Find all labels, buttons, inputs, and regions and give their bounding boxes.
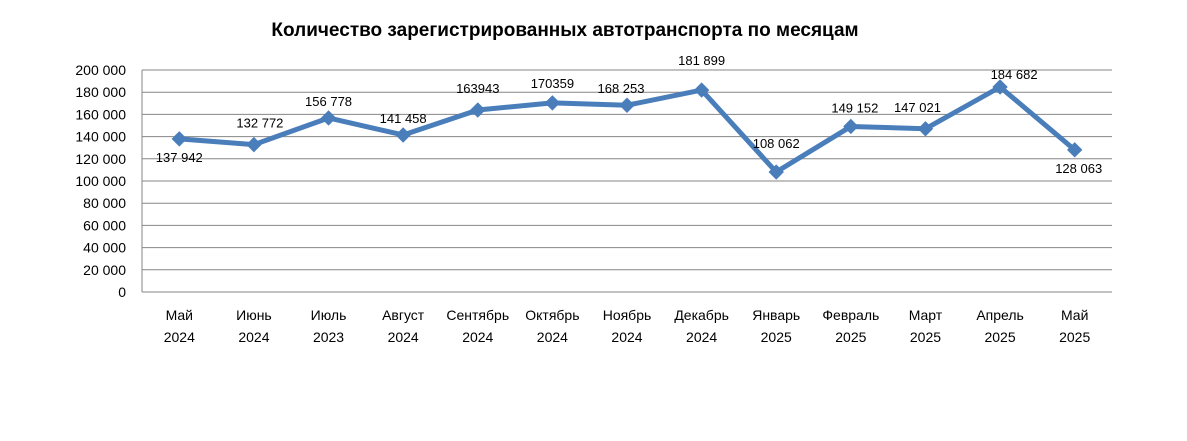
x-tick-label: Май 2024	[164, 307, 195, 345]
data-point	[693, 82, 710, 98]
y-tick-label: 60 000	[83, 217, 126, 233]
data-label: 108 062	[753, 136, 800, 151]
grid-lines	[141, 69, 1112, 293]
y-tick-label: 80 000	[83, 195, 126, 211]
y-tick-label: 0	[118, 284, 126, 300]
data-point	[171, 131, 188, 147]
data-point	[917, 121, 934, 137]
x-tick-label: Май 2025	[1059, 307, 1090, 345]
y-tick-label: 160 000	[75, 106, 126, 122]
x-tick-label: Ноябрь 2024	[603, 307, 652, 345]
chart-title: Количество зарегистрированных автотрансп…	[271, 20, 859, 41]
data-label: 181 899	[678, 53, 725, 68]
data-label: 137 942	[156, 150, 203, 165]
x-tick-label: Октябрь 2024	[525, 307, 579, 345]
x-tick-label: Сентябрь 2024	[446, 307, 509, 345]
y-tick-label: 200 000	[75, 62, 126, 78]
y-tick-label: 40 000	[83, 240, 126, 256]
data-label: 170359	[531, 76, 574, 91]
y-tick-label: 140 000	[75, 129, 126, 145]
y-tick-label: 100 000	[75, 173, 126, 189]
data-label: 149 152	[831, 100, 878, 115]
data-label: 147 021	[894, 100, 941, 115]
x-tick-label: Январь 2025	[752, 307, 800, 345]
x-tick-label: Декабрь 2024	[674, 307, 729, 345]
data-point	[246, 136, 262, 153]
y-tick-label: 120 000	[75, 151, 126, 167]
data-point	[320, 110, 337, 126]
data-point	[395, 127, 411, 143]
x-tick-label: Август 2024	[382, 307, 425, 345]
data-point	[768, 164, 784, 180]
data-label: 141 458	[380, 111, 427, 126]
data-label: 163943	[456, 81, 499, 96]
data-point	[544, 95, 561, 111]
y-tick-label: 20 000	[83, 262, 126, 278]
data-label: 156 778	[305, 94, 352, 109]
data-label: 128 063	[1055, 161, 1102, 176]
data-label: 184 682	[991, 67, 1038, 82]
data-point	[843, 118, 859, 135]
data-label: 168 253	[598, 81, 645, 96]
x-tick-label: Июнь 2024	[236, 307, 272, 345]
x-tick-label: Март 2025	[909, 307, 943, 345]
y-tick-label: 180 000	[75, 84, 126, 100]
data-point	[992, 79, 1008, 95]
x-tick-label: Апрель 2025	[976, 307, 1024, 345]
x-axis: Май 2024 Июнь 2024 Июль 2023 Август 2024 Сентябр…	[164, 307, 1091, 345]
data-label: 132 772	[236, 116, 283, 131]
y-axis: 0 20 000 40 000 60 000 80 000 100 000 120 000 1…	[75, 62, 126, 300]
x-tick-label: Июль 2023	[311, 307, 347, 345]
data-labels: 137 942 132 772 156 778 141 458 163943 170359…	[156, 53, 1102, 176]
data-point	[1066, 142, 1083, 158]
x-tick-label: Февраль 2025	[822, 307, 879, 345]
series-line-group	[171, 79, 1083, 180]
data-point	[470, 102, 486, 118]
data-point	[619, 97, 635, 113]
